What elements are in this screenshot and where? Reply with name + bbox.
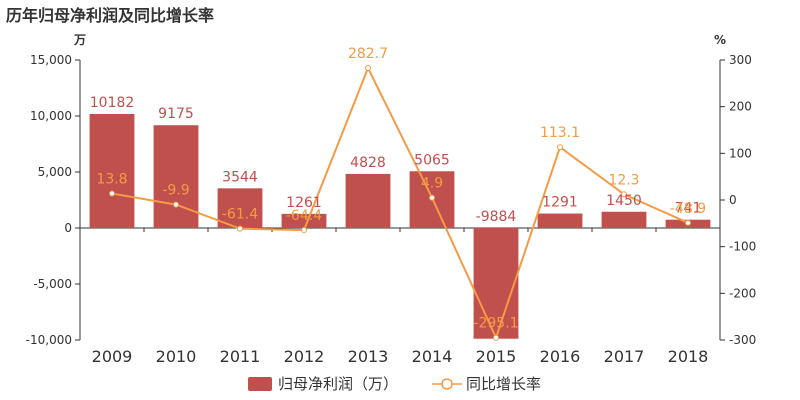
bar-value-label: 1291	[542, 195, 578, 211]
bar-value-label: 9175	[158, 106, 194, 122]
bar-value-label: 1261	[286, 195, 322, 211]
left-tick-label: 15,000	[30, 53, 72, 67]
legend-bar-swatch	[248, 377, 272, 391]
bar-value-label: 3544	[222, 169, 258, 185]
bars-layer	[89, 113, 711, 339]
left-tick-label: -10,000	[26, 333, 72, 347]
line-point	[557, 144, 563, 151]
bar	[601, 211, 647, 228]
line-value-label: 113.1	[540, 125, 580, 141]
line-point	[365, 65, 371, 72]
left-axis-unit: 万	[73, 33, 86, 47]
line-value-label: -9.9	[162, 183, 189, 199]
line-point	[429, 194, 435, 201]
right-tick-label: -300	[729, 333, 756, 347]
line-value-label: 4.9	[421, 176, 443, 192]
right-axis-unit: %	[714, 33, 726, 47]
x-tick-label: 2017	[604, 347, 645, 366]
legend-bar-label: 归母净利润（万）	[278, 375, 398, 393]
bar-value-label: 741	[675, 201, 702, 217]
right-tick-label: -200	[729, 286, 756, 300]
line-point	[109, 190, 115, 197]
x-tick-label: 2009	[92, 347, 133, 366]
bar-value-label: 4828	[350, 155, 386, 171]
x-tick-label: 2016	[540, 347, 581, 366]
bar-value-label: 1450	[606, 193, 642, 209]
line-value-label: 12.3	[608, 172, 639, 188]
bar-value-label: 10182	[90, 95, 135, 111]
line-point	[173, 201, 179, 208]
x-tick-label: 2012	[284, 347, 325, 366]
chart-title: 历年归母净利润及同比增长率	[6, 6, 215, 25]
legend-line-label: 同比增长率	[466, 375, 541, 393]
growth-line	[111, 65, 689, 341]
bar	[537, 213, 583, 228]
right-tick-label: 100	[729, 146, 752, 160]
line-value-label: -61.4	[222, 207, 258, 223]
line-point	[621, 191, 627, 198]
x-tick-label: 2018	[668, 347, 709, 366]
bar	[345, 173, 391, 228]
x-tick-label: 2014	[412, 347, 453, 366]
bar	[89, 113, 135, 228]
legend-line-marker	[441, 378, 453, 390]
right-tick-label: 300	[729, 53, 752, 67]
labels-layer: 10182 9175 3544 1261 4828 5065 -9884 1291 1450 74…	[90, 46, 706, 332]
axes-layer: 万 % -10,000 -5,000 0 5,000 10,000 15,000 -300 -20…	[26, 33, 757, 366]
line-value-label: -295.1	[473, 316, 518, 332]
line-value-label: -64.4	[286, 208, 322, 224]
left-tick-label: 5,000	[38, 165, 72, 179]
left-tick-label: -5,000	[33, 277, 72, 291]
line-layer	[109, 65, 691, 341]
x-tick-label: 2015	[476, 347, 517, 366]
line-value-label: 282.7	[348, 46, 388, 62]
line-point	[493, 334, 499, 341]
bar	[217, 188, 263, 228]
bar	[473, 228, 519, 339]
left-tick-label: 10,000	[30, 109, 72, 123]
bar-value-label: -9884	[476, 209, 517, 225]
bar-value-label: 5065	[414, 152, 450, 168]
bar	[281, 213, 327, 228]
right-tick-label: -100	[729, 240, 756, 254]
legend: 归母净利润（万） 同比增长率	[248, 375, 541, 393]
line-value-label: -48.9	[670, 201, 706, 217]
line-value-label: 13.8	[96, 172, 127, 188]
line-point	[237, 225, 243, 232]
line-point	[301, 227, 307, 234]
x-tick-label: 2013	[348, 347, 389, 366]
right-tick-label: 200	[729, 100, 752, 114]
x-tick-label: 2010	[156, 347, 197, 366]
left-tick-label: 0	[64, 221, 72, 235]
line-point	[685, 219, 691, 226]
bar	[153, 125, 199, 228]
right-tick-label: 0	[729, 193, 737, 207]
x-tick-label: 2011	[220, 347, 261, 366]
